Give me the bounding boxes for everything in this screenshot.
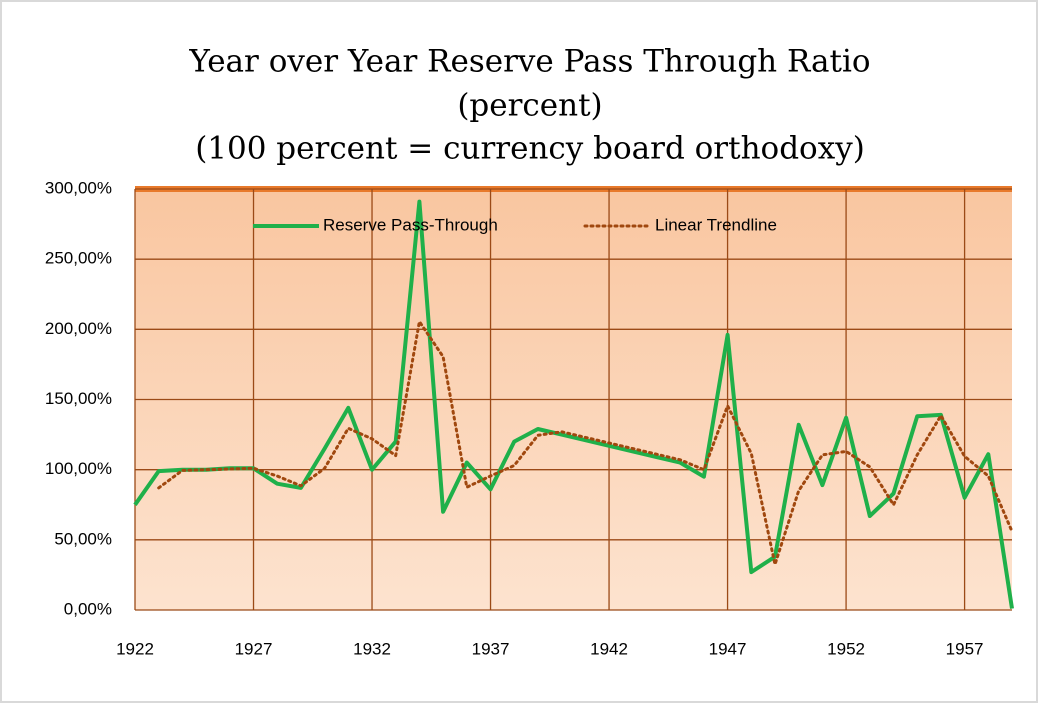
x-tick-label: 1927 <box>235 639 273 658</box>
x-tick-label: 1952 <box>827 639 865 658</box>
y-tick-label: 0,00% <box>64 599 112 618</box>
y-tick-label: 200,00% <box>45 319 112 338</box>
y-tick-label: 250,00% <box>45 249 112 268</box>
x-tick-label: 1932 <box>353 639 391 658</box>
y-tick-label: 50,00% <box>54 529 112 548</box>
series-line <box>133 199 1014 609</box>
series-line <box>157 320 1014 566</box>
x-tick-label: 1937 <box>472 639 510 658</box>
x-tick-label: 1942 <box>590 639 628 658</box>
chart-title: (percent) <box>457 88 602 124</box>
legend-label: Reserve Pass-Through <box>323 215 498 234</box>
chart-title: Year over Year Reserve Pass Through Rati… <box>188 44 870 80</box>
y-tick-label: 150,00% <box>45 389 112 408</box>
x-tick-label: 1947 <box>709 639 747 658</box>
y-tick-label: 100,00% <box>45 459 112 478</box>
y-tick-label: 300,00% <box>45 178 112 197</box>
x-tick-label: 1957 <box>946 639 984 658</box>
chart-title: (100 percent = currency board orthodoxy) <box>195 131 865 167</box>
x-tick-label: 1922 <box>116 639 154 658</box>
legend-label: Linear Trendline <box>655 215 777 234</box>
